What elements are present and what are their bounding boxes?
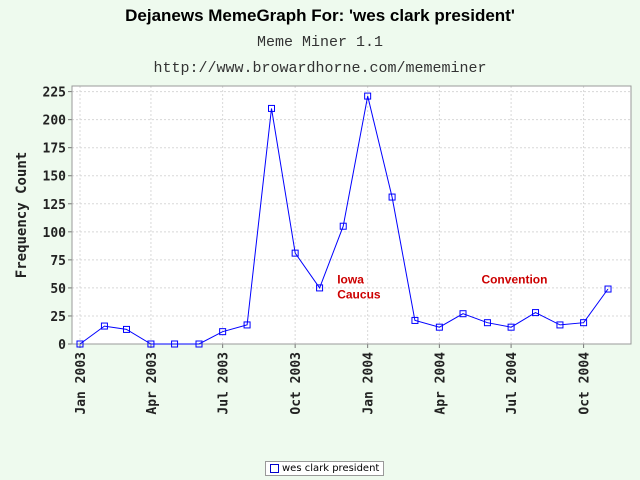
- data-point: [195, 340, 203, 348]
- chart-subtitle: Meme Miner 1.1: [256, 34, 384, 51]
- data-point: [532, 309, 540, 317]
- chart-legend: wes clark president: [265, 461, 385, 476]
- data-point: [339, 222, 347, 230]
- y-tick-label: 175: [43, 142, 66, 157]
- data-point: [483, 319, 491, 327]
- y-tick-label: 0: [58, 338, 66, 353]
- data-point: [76, 340, 84, 348]
- data-point: [171, 340, 179, 348]
- y-tick-label: 100: [43, 226, 67, 241]
- data-point: [388, 193, 396, 201]
- data-point: [122, 325, 130, 333]
- data-point: [268, 104, 276, 112]
- data-point: [556, 321, 564, 329]
- plot-border: [71, 85, 632, 345]
- y-tick-label: 150: [43, 170, 67, 185]
- data-point: [291, 249, 299, 257]
- plot-area: [72, 86, 631, 344]
- y-axis-label: Frequency Count: [14, 152, 30, 278]
- x-tick-label: Jan 2004: [362, 352, 377, 415]
- data-point: [364, 92, 372, 100]
- annotation-label: Convention: [481, 272, 547, 286]
- chart-title: Dejanews MemeGraph For: 'wes clark presi…: [125, 6, 515, 25]
- y-tick-label: 75: [50, 254, 66, 269]
- x-tick-label: Jul 2003: [217, 352, 232, 415]
- data-point: [435, 323, 443, 331]
- data-point: [243, 321, 251, 329]
- legend-square-icon: [270, 464, 279, 473]
- x-tick-label: Apr 2003: [145, 352, 160, 415]
- data-point: [604, 285, 612, 293]
- annotation-label: Iowa: [337, 272, 364, 286]
- data-point: [459, 310, 467, 318]
- data-point: [507, 323, 515, 331]
- data-point: [100, 322, 108, 330]
- series-line: [79, 95, 609, 345]
- data-point: [147, 340, 155, 348]
- y-tick-label: 125: [43, 198, 66, 213]
- y-tick-label: 225: [43, 86, 66, 101]
- x-tick-label: Jul 2004: [505, 352, 520, 415]
- x-tick-label: Oct 2004: [578, 352, 593, 415]
- x-tick-label: Oct 2003: [289, 352, 304, 415]
- data-point: [316, 284, 324, 292]
- x-tick-label: Apr 2004: [433, 352, 448, 415]
- x-tick-label: Jan 2003: [74, 352, 89, 415]
- annotation-label: Caucus: [337, 287, 381, 301]
- legend-label: wes clark president: [282, 463, 380, 474]
- y-tick-label: 200: [43, 114, 67, 129]
- data-point: [580, 319, 588, 327]
- data-point: [411, 316, 419, 324]
- chart-url: http://www.browardhorne.com/mememiner: [153, 60, 487, 77]
- y-tick-label: 50: [50, 282, 66, 297]
- y-tick-label: 25: [50, 310, 66, 325]
- data-point: [219, 328, 227, 336]
